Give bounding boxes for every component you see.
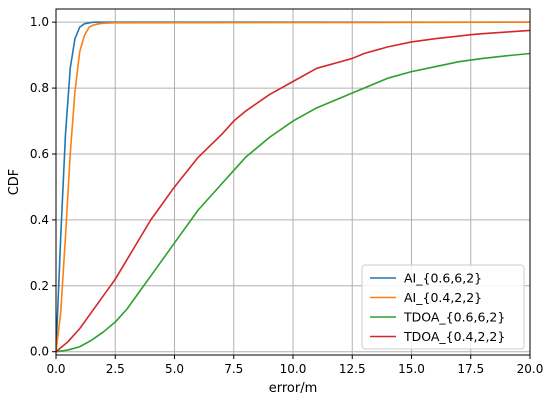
x-tick-label: 15.0 xyxy=(398,362,425,376)
y-tick-label: 0.0 xyxy=(30,345,49,359)
legend-label: TDOA_{0.4,2,2} xyxy=(403,329,505,344)
y-tick-label: 0.6 xyxy=(30,147,49,161)
x-tick-label: 20.0 xyxy=(517,362,544,376)
x-tick-label: 5.0 xyxy=(165,362,184,376)
y-axis-label: CDF xyxy=(7,169,22,196)
x-tick-label: 0.0 xyxy=(46,362,65,376)
x-axis-label: error/m xyxy=(269,381,318,396)
legend-label: TDOA_{0.6,6,2} xyxy=(403,310,505,325)
series-line-4 xyxy=(56,29,530,353)
x-tick-label: 7.5 xyxy=(224,362,243,376)
x-tick-label: 10.0 xyxy=(280,362,307,376)
series-line-2 xyxy=(56,21,530,352)
y-tick-label: 0.4 xyxy=(30,213,49,227)
legend-label: AI_{0.4,2,2} xyxy=(404,290,482,305)
y-tick-label: 0.8 xyxy=(30,81,49,95)
y-tick-label: 1.0 xyxy=(30,15,49,29)
series-lines xyxy=(56,21,530,353)
legend-box xyxy=(361,264,525,350)
series-line-3 xyxy=(56,52,530,353)
legend-label: AI_{0.6,6,2} xyxy=(404,271,482,286)
y-tick-label: 0.2 xyxy=(30,279,49,293)
x-tick-label: 12.5 xyxy=(339,362,366,376)
series-line-1 xyxy=(56,21,530,352)
legend: AI_{0.6,6,2} AI_{0.4,2,2} TDOA_{0.6,6,2} TD… xyxy=(361,264,525,350)
axis-ticks: 0.0 2.5 5.0 7.5 10.0 12.5 15.0 17.5 20.0 0.0 0.2 0.… xyxy=(30,15,543,376)
x-tick-label: 17.5 xyxy=(457,362,484,376)
x-tick-label: 2.5 xyxy=(106,362,125,376)
